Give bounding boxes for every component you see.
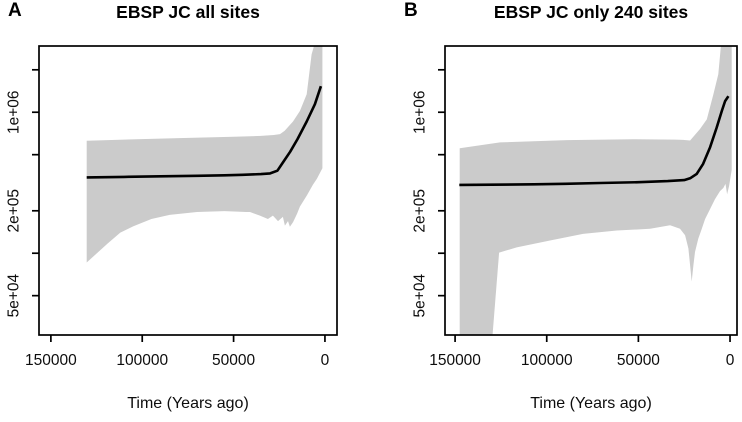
y-tick-label-a: 1e+06 <box>6 90 23 134</box>
plot-area-a <box>86 46 323 263</box>
panel-b-label: B <box>404 0 418 21</box>
panel-a: A EBSP JC all sites Time (Years ago) <box>8 0 260 413</box>
y-tick-label-a: 5e+04 <box>6 274 23 318</box>
x-tick-label-b: 0 <box>726 352 735 369</box>
x-tick-label-a: 0 <box>321 352 330 369</box>
y-tick-label-b: 5e+04 <box>412 274 429 318</box>
panel-a-label: A <box>8 0 22 21</box>
median-line-a <box>86 85 323 179</box>
panel-b-x-axis-title: Time (Years ago) <box>530 395 652 412</box>
y-tick-label-a: 2e+05 <box>6 189 23 233</box>
plot-box-b <box>444 45 738 336</box>
plot-area-b <box>459 46 732 335</box>
panel-a-title: EBSP JC all sites <box>116 2 260 22</box>
panel-b-title: EBSP JC only 240 sites <box>493 2 689 22</box>
panel-a-x-axis-title: Time (Years ago) <box>127 395 249 412</box>
x-tick-label-a: 150000 <box>25 352 77 369</box>
median-line-b <box>459 95 730 187</box>
y-tick-label-b: 1e+06 <box>412 90 429 134</box>
plot-box-a <box>38 45 338 336</box>
x-tick-label-a: 100000 <box>116 352 168 369</box>
ci-band-b <box>459 46 732 335</box>
x-tick-label-b: 150000 <box>429 352 481 369</box>
ci-band-a <box>86 46 323 263</box>
y-tick-label-b: 2e+05 <box>412 189 429 233</box>
panel-b: B EBSP JC only 240 sites Time (Years ago… <box>371 0 742 422</box>
x-tick-label-a: 50000 <box>212 352 255 369</box>
x-tick-label-b: 50000 <box>617 352 660 369</box>
x-tick-label-b: 100000 <box>521 352 573 369</box>
